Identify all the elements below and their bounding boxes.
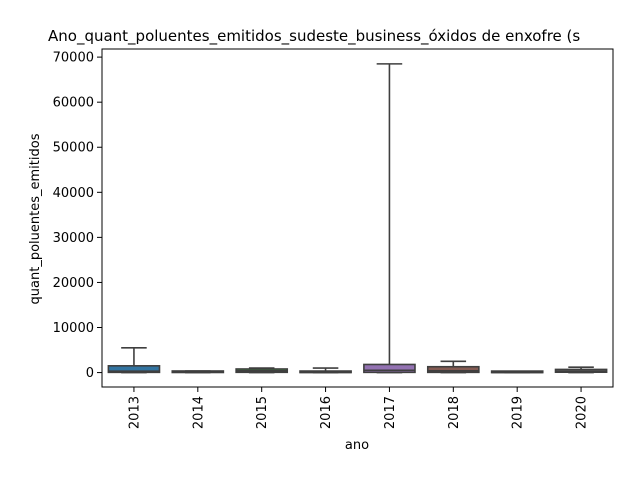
y-tick-label: 10000: [53, 321, 94, 336]
box-2018-body: [426, 365, 480, 374]
plot-area: 0 10000 20000 30000 40000 50000 60000 70000 2013…: [53, 48, 614, 429]
x-tick-label: 2016: [319, 396, 334, 429]
y-tick-label: 70000: [53, 51, 94, 66]
x-tick-label: 2015: [255, 396, 270, 429]
x-tick-label: 2018: [447, 396, 462, 429]
plot-frame: [101, 48, 614, 388]
x-tick-label: 2019: [511, 396, 526, 429]
y-tick-label: 60000: [53, 96, 94, 111]
x-tick-label: 2014: [191, 396, 206, 429]
y-tick-label: 20000: [53, 276, 94, 291]
y-axis-title: quant_poluentes_emitidos: [28, 133, 43, 304]
y-tick-label: 0: [86, 366, 94, 381]
chart-title: Ano_quant_poluentes_emitidos_sudeste_bus…: [48, 27, 580, 46]
y-tick-label: 30000: [53, 231, 94, 246]
box-2013-body: [107, 365, 161, 374]
y-tick-label: 50000: [53, 141, 94, 156]
x-tick-label: 2020: [575, 396, 590, 429]
y-tick-label: 40000: [53, 186, 94, 201]
x-tick-label: 2017: [383, 396, 398, 429]
x-axis-title: ano: [345, 438, 369, 453]
x-tick-label: 2013: [127, 396, 142, 429]
box-2017-body: [363, 363, 416, 374]
